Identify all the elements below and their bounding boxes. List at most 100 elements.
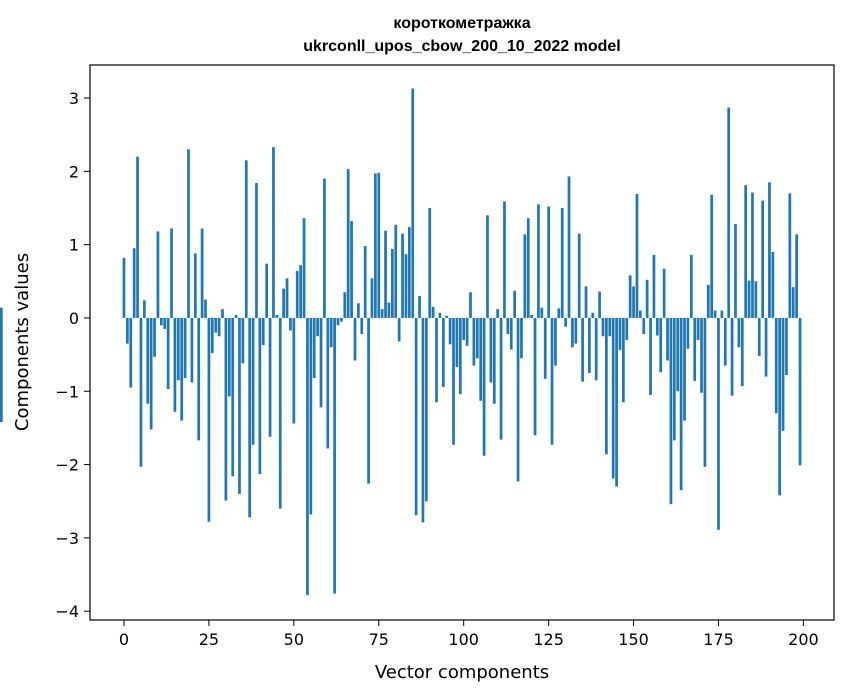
y-tick-label--2: −2 xyxy=(55,456,79,475)
bar-187 xyxy=(757,317,761,357)
bar-186 xyxy=(754,281,758,318)
bar-179 xyxy=(730,317,734,396)
bar-154 xyxy=(645,279,649,318)
bar-33 xyxy=(234,315,238,318)
bar-157 xyxy=(655,317,659,336)
bar-96 xyxy=(448,317,452,345)
bar-47 xyxy=(282,288,285,318)
bar-68 xyxy=(353,317,357,361)
bar-174 xyxy=(713,310,717,318)
bar-153 xyxy=(642,317,646,335)
bar-146 xyxy=(618,317,622,351)
bar-173 xyxy=(710,194,714,318)
bar-102 xyxy=(469,292,472,318)
bar-22 xyxy=(197,317,201,441)
bar-198 xyxy=(795,234,798,318)
bar-15 xyxy=(173,317,177,412)
bar-62 xyxy=(333,317,336,594)
bar-176 xyxy=(720,310,724,318)
bar-32 xyxy=(231,317,235,477)
bar-72 xyxy=(367,317,370,484)
bar-19 xyxy=(187,149,190,318)
bar-83 xyxy=(404,254,408,318)
y-tick-label-0: 0 xyxy=(69,309,79,328)
y-tick-label-2: 2 xyxy=(69,162,79,181)
bar-69 xyxy=(357,303,360,318)
bar-21 xyxy=(193,253,197,318)
bar-192 xyxy=(774,317,778,414)
bar-151 xyxy=(635,194,639,318)
bar-109 xyxy=(492,317,496,404)
bar-64 xyxy=(340,317,343,322)
bar-142 xyxy=(605,317,608,455)
bar-55 xyxy=(309,317,313,515)
bar-88 xyxy=(421,317,425,523)
x-tick-label-50: 50 xyxy=(284,630,304,649)
bar-98 xyxy=(455,317,459,368)
bar-147 xyxy=(622,317,625,403)
bar-162 xyxy=(672,317,676,441)
y-tick-label--3: −3 xyxy=(55,529,79,548)
bar-75 xyxy=(377,172,381,318)
chart-subtitle: ukrconll_upos_cbow_200_10_2022 model xyxy=(303,38,620,55)
bar-113 xyxy=(506,317,510,335)
bar-66 xyxy=(346,169,350,318)
bar-undefined xyxy=(0,317,3,423)
bar-17 xyxy=(180,317,184,421)
bar-126 xyxy=(550,317,554,445)
bar-3 xyxy=(132,248,136,318)
bar-172 xyxy=(706,284,710,318)
bar-160 xyxy=(666,317,669,361)
bar-58 xyxy=(319,317,323,408)
bar-168 xyxy=(693,317,697,381)
bar-27 xyxy=(214,317,218,333)
bar-94 xyxy=(441,317,445,387)
bar-139 xyxy=(594,317,598,381)
bar-189 xyxy=(764,317,768,377)
bar-199 xyxy=(798,317,802,466)
bar-73 xyxy=(370,278,374,318)
y-axis-label: Components values xyxy=(12,253,33,431)
bar-144 xyxy=(611,317,615,479)
bar-170 xyxy=(700,317,703,393)
bar-181 xyxy=(737,317,741,348)
bar-125 xyxy=(547,206,550,318)
bar-105 xyxy=(479,317,483,401)
bar-114 xyxy=(509,317,513,350)
bar-20 xyxy=(190,317,194,383)
bar-175 xyxy=(717,317,720,530)
bar-159 xyxy=(662,268,666,318)
bar-23 xyxy=(200,228,204,318)
bar-127 xyxy=(554,317,557,366)
bar-7 xyxy=(146,317,150,404)
bar-52 xyxy=(299,265,302,318)
y-axis-ticks: 3 2 1 0 −1 −2 −3 −4 xyxy=(55,89,90,621)
bar-122 xyxy=(537,204,540,318)
bar-117 xyxy=(520,317,523,359)
bar-1 xyxy=(126,317,129,344)
bar-161 xyxy=(669,317,673,505)
bar-79 xyxy=(391,249,394,318)
x-tick-label-125: 125 xyxy=(533,630,564,649)
bar-97 xyxy=(452,317,455,445)
chart-title: короткометражка xyxy=(393,15,530,32)
bar-115 xyxy=(513,290,517,318)
bar-169 xyxy=(696,317,700,340)
bar-137 xyxy=(588,317,591,373)
bar-130 xyxy=(564,317,567,327)
bar-44 xyxy=(272,147,275,318)
bar-49 xyxy=(289,317,292,331)
bar-9 xyxy=(153,317,156,357)
bar-26 xyxy=(210,317,214,354)
bars-group xyxy=(0,88,802,596)
bar-110 xyxy=(496,309,500,318)
bar-197 xyxy=(791,287,795,318)
bar-76 xyxy=(380,309,384,318)
y-tick-label--4: −4 xyxy=(55,602,79,621)
bar-24 xyxy=(204,299,207,318)
y-tick-label--1: −1 xyxy=(55,382,79,401)
bar-184 xyxy=(747,280,751,318)
bar-84 xyxy=(407,227,411,318)
bar-164 xyxy=(679,317,683,491)
bar-108 xyxy=(489,317,493,383)
